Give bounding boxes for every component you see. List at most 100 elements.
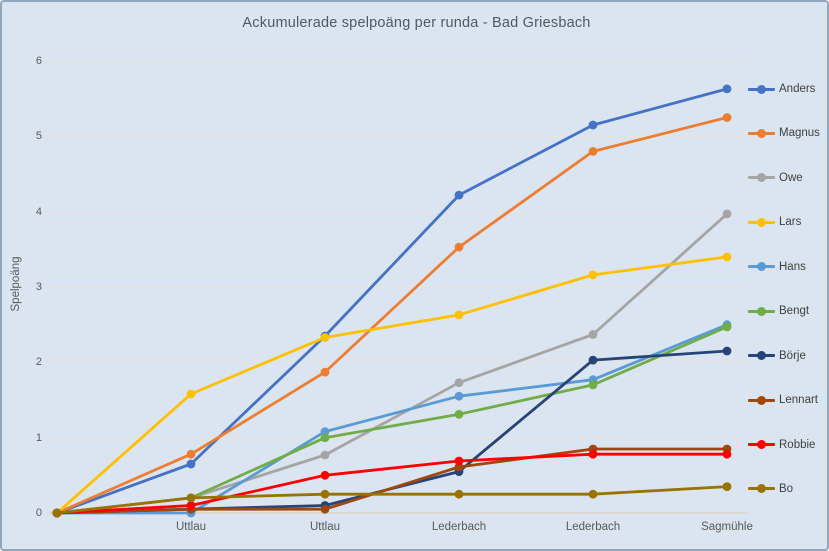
data-point-robbie xyxy=(588,449,598,459)
legend-line-swatch xyxy=(748,484,775,494)
series-line-anders xyxy=(55,87,729,515)
data-point-magnus xyxy=(588,147,598,156)
data-point-bo xyxy=(454,489,464,499)
data-point-bengt xyxy=(454,409,464,419)
series-line-magnus xyxy=(55,116,729,515)
y-tick-label: 2 xyxy=(35,356,42,369)
legend-item-bengt: Bengt xyxy=(748,302,827,320)
legend-line-swatch xyxy=(748,217,775,227)
legend-item-anders: Anders xyxy=(748,80,827,98)
legend-marker-dot xyxy=(757,440,766,449)
data-point-robbie xyxy=(722,449,732,459)
legend-line-swatch xyxy=(748,262,775,272)
series-line-lars xyxy=(55,255,729,515)
legend-marker-dot xyxy=(757,306,766,316)
legend-item-label: Bo xyxy=(779,482,794,495)
legend-item-magnus: Magnus xyxy=(748,124,827,142)
legend-line-swatch xyxy=(748,440,775,449)
legend-item-owe: Owe xyxy=(748,169,827,187)
data-point-bo xyxy=(320,489,330,499)
legend-item-label: Magnus xyxy=(779,127,820,140)
y-tick-label: 1 xyxy=(35,431,42,444)
legend-item-label: Anders xyxy=(779,83,816,95)
series-line-lennart xyxy=(55,447,729,515)
data-point-börje xyxy=(722,346,732,356)
legend: Anders Magnus Owe Lars Hans Bengt Börje Lennart… xyxy=(748,80,827,498)
legend-marker-dot xyxy=(757,173,766,183)
legend-item-hans: Hans xyxy=(748,258,827,276)
x-axis-label: Sagmühle xyxy=(701,521,753,533)
legend-item-label: Börje xyxy=(779,349,806,362)
data-point-owe xyxy=(588,330,598,339)
data-point-hans xyxy=(454,391,464,401)
data-point-owe xyxy=(320,450,330,460)
legend-item-bo: Bo xyxy=(748,480,827,498)
data-point-owe xyxy=(454,378,464,388)
chart-title: Ackumulerade spelpoäng per runda - Bad G… xyxy=(242,15,591,31)
y-tick-label: 3 xyxy=(35,281,42,293)
legend-marker-dot xyxy=(757,395,766,405)
data-point-bo xyxy=(186,493,196,503)
legend-line-swatch xyxy=(748,128,775,138)
data-point-lennart xyxy=(320,504,330,514)
legend-item-lennart: Lennart xyxy=(748,391,827,409)
legend-line-swatch xyxy=(748,173,775,183)
series-line-robbie xyxy=(55,452,729,515)
data-point-lars xyxy=(186,389,196,399)
legend-item-label: Bengt xyxy=(779,305,810,318)
legend-marker-dot xyxy=(757,217,766,227)
legend-item-börje: Börje xyxy=(748,347,827,365)
data-point-lars xyxy=(320,333,330,342)
legend-item-label: Lars xyxy=(779,216,802,229)
data-point-lars xyxy=(722,252,732,262)
legend-item-label: Owe xyxy=(779,171,803,184)
data-point-bengt xyxy=(320,433,330,443)
data-point-magnus xyxy=(320,367,330,377)
data-point-börje xyxy=(588,355,598,365)
data-point-magnus xyxy=(186,449,196,459)
legend-line-swatch xyxy=(748,306,775,316)
data-point-anders xyxy=(722,84,732,94)
data-point-magnus xyxy=(722,113,732,122)
data-point-hans xyxy=(320,427,330,436)
data-point-bo xyxy=(588,489,598,499)
y-tick-label: 0 xyxy=(35,507,42,519)
data-point-bengt xyxy=(588,380,598,390)
x-axis-label: Uttlau xyxy=(175,521,207,533)
legend-item-robbie: Robbie xyxy=(748,436,827,454)
x-axis-label: Uttlau xyxy=(309,521,341,533)
legend-item-label: Hans xyxy=(779,260,806,273)
y-tick-label: 4 xyxy=(35,205,42,218)
legend-item-lars: Lars xyxy=(748,213,827,231)
data-point-robbie xyxy=(186,501,196,510)
legend-line-swatch xyxy=(748,84,775,94)
legend-marker-dot xyxy=(757,128,766,138)
legend-item-label: Lennart xyxy=(779,394,819,407)
data-point-robbie xyxy=(454,456,464,466)
data-point-lars xyxy=(588,270,598,280)
series-line-bo xyxy=(55,485,729,515)
legend-line-swatch xyxy=(748,351,775,361)
data-point-magnus xyxy=(454,242,464,252)
y-tick-label: 6 xyxy=(35,55,42,67)
data-point-lars xyxy=(454,310,464,320)
data-point-bo xyxy=(52,508,62,518)
data-point-bo xyxy=(722,482,732,491)
y-tick-label: 5 xyxy=(35,130,42,143)
x-axis-label: Lederbach xyxy=(565,521,621,533)
legend-marker-dot xyxy=(757,84,766,94)
data-point-anders xyxy=(186,459,196,469)
legend-marker-dot xyxy=(757,351,766,361)
legend-line-swatch xyxy=(748,395,775,405)
data-point-robbie xyxy=(320,470,330,480)
x-axis-label: Lederbach xyxy=(431,521,487,533)
data-point-anders xyxy=(454,190,464,200)
series-line-hans xyxy=(55,323,729,515)
legend-marker-dot xyxy=(757,262,766,272)
data-point-owe xyxy=(722,209,732,219)
data-point-anders xyxy=(588,120,598,130)
legend-marker-dot xyxy=(757,484,766,494)
legend-item-label: Robbie xyxy=(779,438,816,451)
